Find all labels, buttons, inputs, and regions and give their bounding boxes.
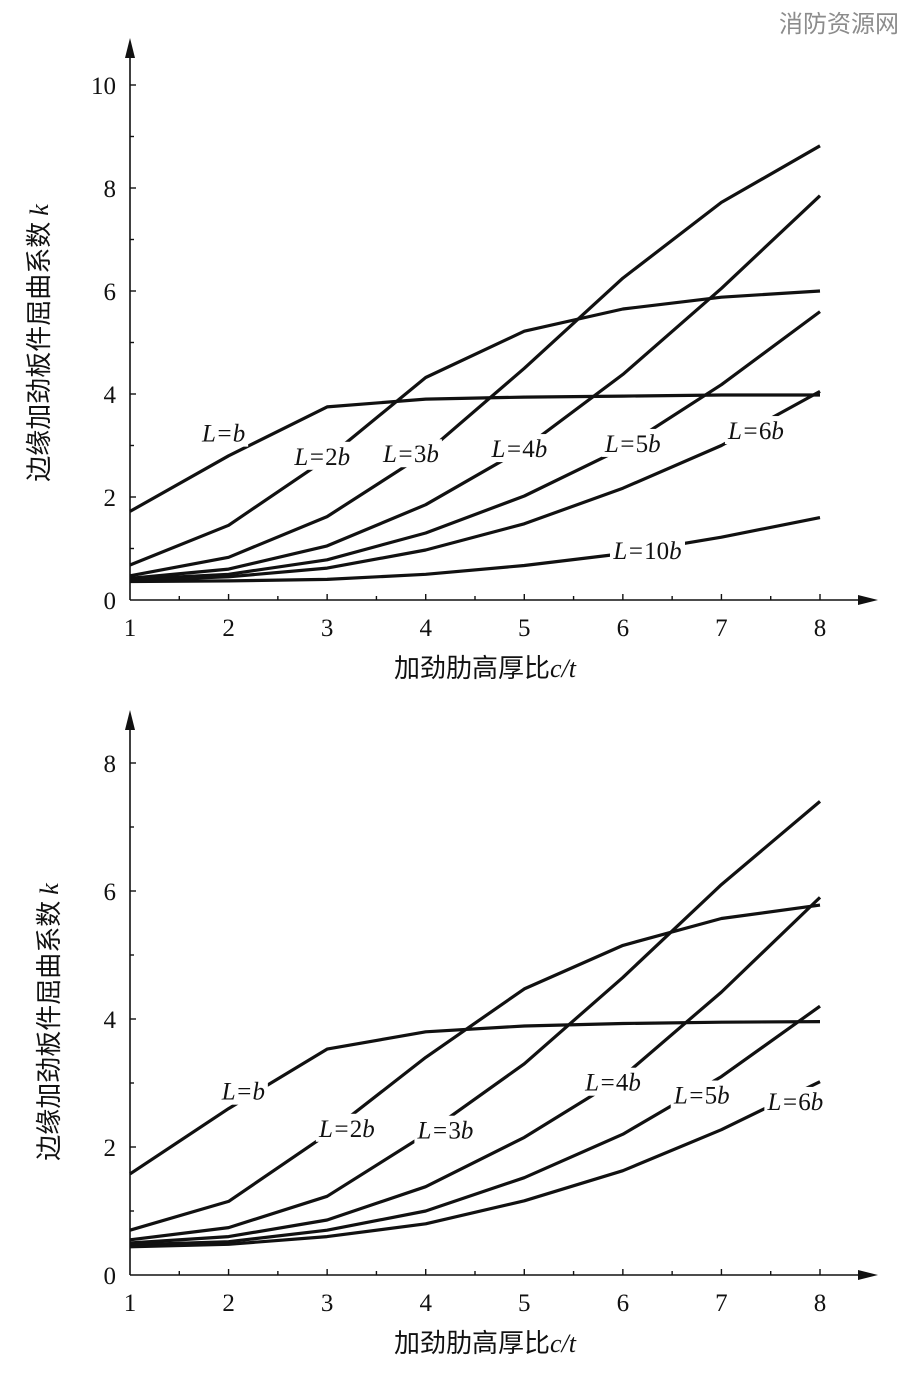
series-line-l-6b — [129, 389, 821, 582]
curves-group — [129, 800, 822, 1249]
x-axis-arrow-icon — [858, 1270, 878, 1280]
curve-label: L=4b — [490, 436, 547, 463]
y-axis-arrow-icon — [125, 710, 135, 730]
x-tick-label: 1 — [124, 1290, 137, 1317]
y-tick-label: 2 — [104, 485, 117, 512]
y-tick-label: 4 — [104, 382, 117, 409]
y-axis-title: 边缘加劲板件屈曲系数 k — [35, 883, 65, 1161]
series-line-l-2b — [129, 289, 821, 567]
y-tick-label: 2 — [104, 1135, 117, 1162]
series-line-l-5b — [129, 310, 821, 581]
y-axis-title-text: 边缘加劲板件屈曲系数 — [35, 901, 65, 1161]
x-axis-arrow-icon — [858, 595, 878, 605]
x-tick-label: 5 — [518, 1290, 531, 1317]
y-tick-label: 8 — [104, 176, 117, 203]
y-tick-label: 0 — [104, 1263, 117, 1290]
x-axis-title-text: 加劲肋高厚比 — [394, 654, 550, 684]
x-tick-label: 2 — [222, 615, 235, 642]
y-tick-label: 10 — [91, 73, 116, 100]
y-tick-label: 0 — [104, 588, 117, 615]
x-tick-label: 3 — [321, 1290, 334, 1317]
series-line-l-2b — [129, 903, 821, 1232]
x-tick-label: 4 — [419, 615, 432, 642]
series-line-l-5b — [129, 1004, 821, 1247]
curve-label: L=3b — [382, 441, 439, 468]
curve-label: L=6b — [727, 418, 784, 445]
x-tick-label: 5 — [518, 615, 531, 642]
curve-label: L=3b — [417, 1118, 474, 1145]
curves-group — [129, 144, 822, 584]
y-tick-label: 6 — [104, 279, 117, 306]
series-line-l-4b — [129, 896, 822, 1245]
x-tick-label: 7 — [715, 615, 728, 642]
x-axis-title-variable: c/t — [550, 654, 577, 683]
x-axis-title-variable: c/t — [550, 1329, 577, 1358]
y-axis-title: 边缘加劲板件屈曲系数 k — [25, 204, 55, 482]
y-axis-title-variable: k — [25, 204, 54, 216]
x-tick-label: 6 — [617, 615, 630, 642]
chart-bottom: 1 2 3 4 5 6 7 802468加劲肋高厚比c/t边缘加劲板件屈曲系数kL=bL=2b… — [35, 710, 878, 1359]
x-axis-title-text: 加劲肋高厚比 — [394, 1329, 550, 1359]
y-tick-label: 8 — [104, 751, 117, 778]
x-tick-label: 7 — [715, 1290, 728, 1317]
x-tick-label: 1 — [124, 615, 137, 642]
y-tick-label: 4 — [104, 1007, 117, 1034]
x-tick-label: 8 — [814, 1290, 827, 1317]
x-tick-label: 2 — [222, 1290, 235, 1317]
series-line-l-3b — [129, 800, 822, 1242]
x-axis-title: 加劲肋高厚比c/t — [394, 654, 577, 684]
chart-top: 1 2 3 4 5 6 7 8 0 2 4 6 8 10 加劲肋高厚比c/t 边缘加劲板件屈曲系数 k L=b L=… — [25, 38, 878, 684]
x-tick-label: 4 — [419, 1290, 432, 1317]
curve-label: L=10b — [612, 538, 681, 565]
curve-label: L=6b — [766, 1089, 823, 1116]
x-tick-label: 3 — [321, 615, 334, 642]
series-line-l-4b — [129, 194, 822, 580]
watermark-text: 消防资源网 — [779, 10, 899, 38]
x-axis-title: 加劲肋高厚比c/t — [394, 1329, 577, 1359]
y-axis-title-text: 边缘加劲板件屈曲系数 — [25, 222, 55, 482]
series-line-l-6b — [129, 1080, 821, 1249]
y-axis-arrow-icon — [125, 38, 135, 58]
y-tick-label: 6 — [104, 879, 117, 906]
x-tick-label: 6 — [617, 1290, 630, 1317]
series-line-l-3b — [129, 144, 821, 578]
curve-label: L=2b — [293, 444, 350, 471]
series-line-l-10b — [129, 516, 821, 584]
x-tick-label: 8 — [814, 615, 827, 642]
curve-label: L=b — [201, 421, 245, 448]
series-line-l-b — [129, 1020, 821, 1176]
y-axis-title-variable: k — [35, 883, 64, 895]
